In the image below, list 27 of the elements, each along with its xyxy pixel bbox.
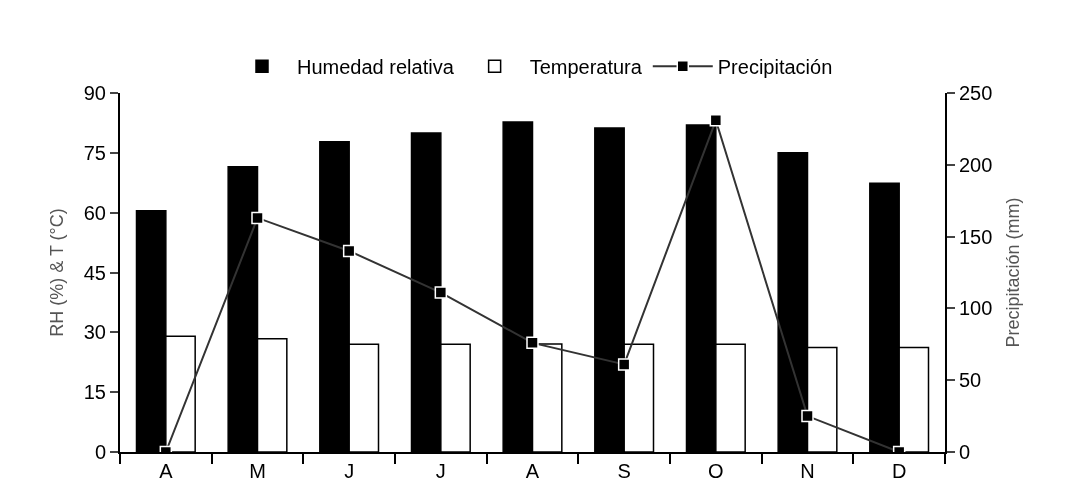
y2-tick-label: 50 [959,369,982,392]
y-tick-label: 90 [83,82,106,104]
x-tick-label: D [891,460,907,482]
x-tick-label: J [344,460,355,482]
x-tick-label: N [800,460,815,482]
legend-label: Precipitación [717,56,833,79]
y-axis-title: RH (%) & T (°C) [47,208,68,337]
x-tick-label: S [617,460,631,482]
legend-label: Humedad relativa [297,56,455,79]
y-tick-label: 45 [83,261,106,284]
y-tick-label: 75 [83,141,106,164]
y2-axis-title: Precipitación (mm) [1002,197,1023,348]
y-tick-label: 30 [83,321,106,344]
y2-tick-label: 100 [959,297,993,320]
y-tick-label: 0 [94,441,106,463]
legend-label: Temperatura [529,56,643,79]
y-tick-label: 60 [83,201,106,224]
x-tick-label: J [435,460,446,482]
x-tick-label: A [525,460,540,482]
y2-tick-label: 200 [959,153,993,176]
x-tick-label: A [159,460,174,482]
y-tick-label: 15 [83,381,106,404]
y2-tick-label: 150 [959,225,993,248]
y2-tick-label: 250 [959,82,993,104]
x-tick-label: M [249,460,266,482]
y2-tick-label: 0 [959,441,971,463]
x-tick-label: O [708,460,724,482]
